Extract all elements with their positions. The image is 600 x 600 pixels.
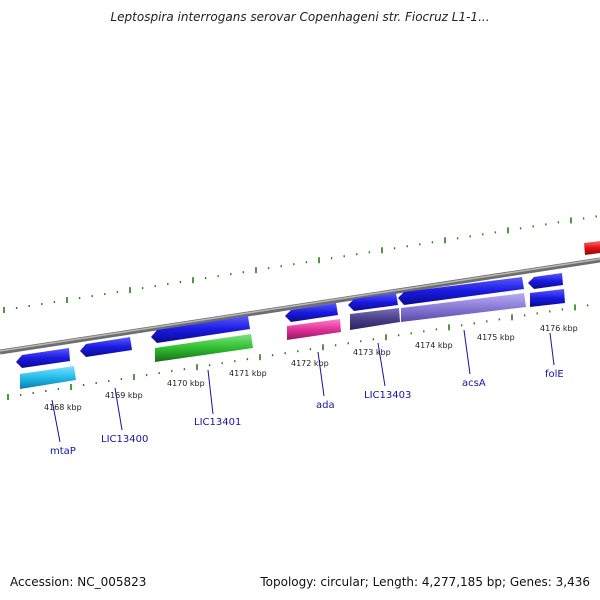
genome-summary-text: Topology: circular; Length: 4,277,185 bp… — [260, 575, 590, 589]
kbp-label: 4169 kbp — [105, 391, 143, 400]
gene-label-ada[interactable]: ada — [316, 400, 335, 411]
kbp-label: 4173 kbp — [353, 348, 391, 357]
cds-arrow-LIC13400[interactable] — [80, 337, 132, 357]
gene-leader-lines — [51, 329, 555, 443]
gene-label-folE[interactable]: folE — [545, 369, 564, 380]
kbp-label: 4174 kbp — [415, 341, 453, 350]
cds-arrow-LIC13401[interactable] — [151, 316, 250, 343]
gene-labels: mtaP LIC13400 LIC13401 ada LIC13403 acsA… — [50, 369, 564, 457]
upper-tick-track — [3, 215, 597, 313]
gene-label-LIC13400[interactable]: LIC13400 — [101, 434, 148, 445]
red-feature-block[interactable] — [584, 241, 600, 255]
cds-arrow-mtaP[interactable] — [16, 348, 70, 368]
genome-backbone — [0, 257, 600, 355]
cds-row-top — [16, 273, 563, 368]
feature-block-acsA[interactable] — [401, 293, 526, 322]
gene-label-acsA[interactable]: acsA — [462, 378, 486, 389]
cds-arrow-acsA[interactable] — [398, 277, 524, 305]
feature-block-LIC13401[interactable] — [155, 334, 253, 362]
kbp-label: 4176 kbp — [540, 324, 578, 333]
cds-arrow-ada[interactable] — [285, 303, 338, 322]
kbp-label: 4175 kbp — [477, 333, 515, 342]
kbp-label: 4170 kbp — [167, 379, 205, 388]
feature-block-ada[interactable] — [287, 319, 341, 340]
map-title: Leptospira interrogans serovar Copenhage… — [110, 10, 490, 24]
feature-block-mtaP[interactable] — [20, 366, 76, 389]
feature-row-bottom — [20, 289, 565, 389]
gene-label-mtaP[interactable]: mtaP — [50, 446, 76, 457]
gene-label-LIC13403[interactable]: LIC13403 — [364, 390, 411, 401]
gene-label-LIC13401[interactable]: LIC13401 — [194, 417, 241, 428]
cds-arrow-LIC13403[interactable] — [348, 293, 398, 311]
feature-block-folE[interactable] — [530, 289, 565, 307]
kbp-label: 4168 kbp — [44, 403, 82, 412]
kbp-label: 4171 kbp — [229, 369, 267, 378]
feature-block-LIC13403[interactable] — [350, 308, 400, 330]
kbp-labels: 4168 kbp 4169 kbp 4170 kbp 4171 kbp 4172… — [44, 324, 578, 412]
kbp-label: 4172 kbp — [291, 359, 329, 368]
accession-text: Accession: NC_005823 — [10, 575, 147, 589]
lower-tick-track — [7, 304, 589, 400]
cds-arrow-folE[interactable] — [528, 273, 563, 289]
